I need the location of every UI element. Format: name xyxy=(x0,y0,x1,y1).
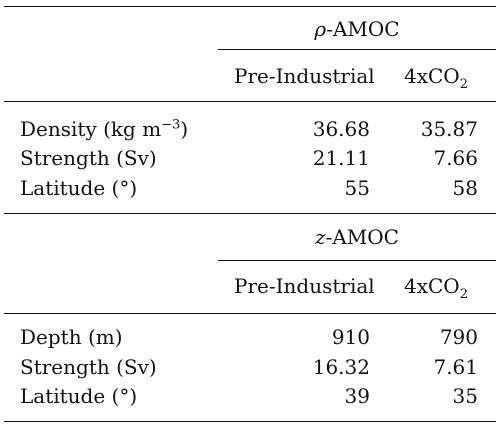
density-label-sup: −3 xyxy=(161,117,181,133)
density-4xco2-value: 35.87 xyxy=(420,117,478,141)
table-top-rule xyxy=(4,6,496,7)
rho-amoc-underline xyxy=(218,49,496,50)
section-divider-rule xyxy=(4,213,496,214)
latitude-4xco2-value: 58 xyxy=(452,176,478,200)
section2-header-rule xyxy=(4,313,496,314)
col-header-4xco2-2: 4xCO2 xyxy=(404,274,468,301)
density-pre-industrial-value: 36.68 xyxy=(312,117,370,141)
density-label-end: ) xyxy=(180,117,189,141)
row-label-strength: Strength (Sv) xyxy=(20,146,157,170)
depth-4xco2-value: 790 xyxy=(439,325,478,349)
col-header-4xco2-sub: 2 xyxy=(459,77,468,92)
latitude-pre-industrial-value: 55 xyxy=(344,176,370,200)
z-amoc-title-rest: -AMOC xyxy=(325,225,399,249)
col-header-4xco2-sub-2: 2 xyxy=(459,287,468,302)
depth-pre-industrial-value: 910 xyxy=(331,325,370,349)
z-amoc-underline xyxy=(218,260,496,261)
rho-symbol: ρ xyxy=(314,17,327,41)
col-header-pre-industrial: Pre-Industrial xyxy=(234,64,375,88)
latitude-4xco2-value-2: 35 xyxy=(452,384,478,408)
row-label-latitude-2: Latitude (°) xyxy=(20,384,138,408)
col-header-4xco2-main-2: 4xCO xyxy=(404,274,460,298)
rho-amoc-title-rest: -AMOC xyxy=(326,17,400,41)
row-label-strength-2: Strength (Sv) xyxy=(20,355,157,379)
table-bottom-rule xyxy=(4,421,496,422)
z-symbol: z xyxy=(315,225,326,249)
density-label-text: Density (kg m xyxy=(20,117,162,141)
row-label-latitude: Latitude (°) xyxy=(20,176,138,200)
col-header-4xco2-main: 4xCO xyxy=(404,64,460,88)
strength-4xco2-value: 7.66 xyxy=(433,146,478,170)
row-label-density: Density (kg m−3) xyxy=(20,117,188,141)
rho-amoc-header: ρ-AMOC xyxy=(218,17,496,41)
col-header-pre-industrial-2: Pre-Industrial xyxy=(234,274,375,298)
strength-pre-industrial-value-2: 16.32 xyxy=(312,355,370,379)
z-amoc-header: z-AMOC xyxy=(218,225,496,249)
col-header-4xco2: 4xCO2 xyxy=(404,64,468,91)
strength-pre-industrial-value: 21.11 xyxy=(312,146,370,170)
latitude-pre-industrial-value-2: 39 xyxy=(344,384,370,408)
section1-header-rule xyxy=(4,101,496,102)
strength-4xco2-value-2: 7.61 xyxy=(433,355,478,379)
row-label-depth: Depth (m) xyxy=(20,325,123,349)
